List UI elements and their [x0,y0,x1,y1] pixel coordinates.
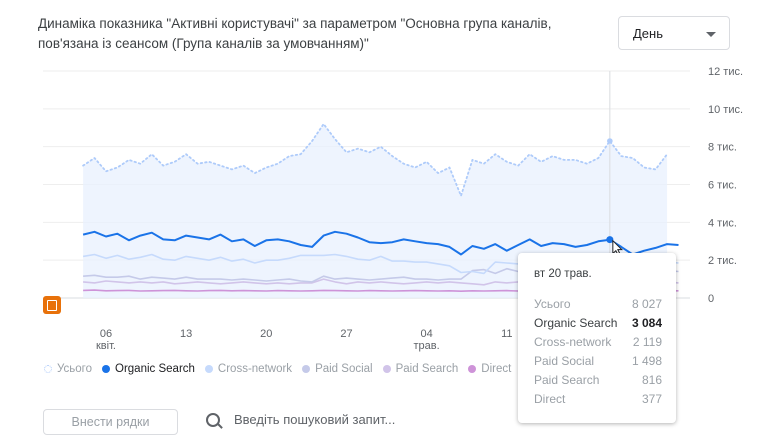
legend-item-cross[interactable]: Cross-network [204,362,293,376]
legend-item-paid-search[interactable]: Paid Search [382,362,459,376]
tooltip-row: Paid Search 816 [534,373,662,389]
legend-dot [468,365,477,373]
legend-dot [302,365,311,373]
y-tick-label: 12 тис. [708,66,743,78]
chart-title: Динаміка показника "Активні користувачі"… [38,16,552,51]
tooltip-series-name: Cross-network [534,335,612,349]
y-tick-label: 4 тис. [708,217,737,229]
x-tick-label: 06 [100,328,112,340]
tooltip-series-value: 1 498 [631,354,662,368]
legend-label: Усього [57,363,93,375]
legend-dot [204,365,213,373]
legend-item-organic[interactable]: Organic Search [102,362,195,376]
tooltip-series-value: 2 119 [632,335,662,349]
x-tick-label: 27 [340,328,352,340]
x-tick-label: 11 [501,328,512,340]
legend-dot [44,365,52,373]
tooltip-row: Cross-network 2 119 [534,335,662,351]
y-tick-label: 10 тис. [708,104,743,116]
series-line-organic [82,230,679,256]
legend-label: Paid Social [315,363,373,375]
x-tick-label: 04 [420,328,432,340]
y-tick-label: 8 тис. [708,142,737,154]
tooltip-row: Organic Search 3 084 [534,316,662,332]
x-tick-sublabel: квіт. [96,340,116,352]
x-tick-label: 13 [180,328,192,340]
legend-item-direct[interactable]: Direct [468,362,511,376]
legend-item-total[interactable]: Усього [44,362,92,376]
legend-label: Direct [481,363,512,375]
legend-item-paid-social[interactable]: Paid Social [302,362,373,376]
chart-legend: Усього Organic Search Cross-network Paid So… [44,362,521,376]
y-tick-label: 0 [708,293,714,305]
tooltip-series-name: Organic Search [534,316,618,330]
tooltip-series-value: 8 027 [631,297,662,311]
legend-dot [382,365,391,373]
tooltip-row: Paid Social 1 498 [534,354,662,370]
tooltip-series-name: Direct [534,392,566,406]
y-tick-label: 6 тис. [708,180,737,192]
legend-label: Organic Search [115,363,195,375]
tooltip-row: Усього 8 027 [534,297,662,313]
x-tick-label: 20 [260,328,272,340]
series-line-total [82,123,668,197]
hover-point-total [607,138,613,144]
tooltip-series-name: Paid Search [534,373,600,387]
chart-tooltip: вт 20 трав. Усього 8 027 Organic Search 3 0… [518,253,676,423]
chevron-down-icon [706,32,716,37]
tooltip-series-value: 3 084 [631,316,662,330]
tooltip-row: Direct 377 [534,392,662,408]
granularity-value: День [633,26,663,41]
search-icon [206,413,220,427]
tooltip-date: вт 20 трав. [534,268,592,280]
search-input[interactable]: Введіть пошуковий запит... [234,412,396,427]
legend-label: Paid Search [395,363,459,375]
add-rows-button[interactable]: Внести рядки [43,409,178,435]
x-tick-sublabel: трав. [414,340,440,352]
annotation-icon[interactable] [43,296,61,314]
tooltip-series-value: 816 [641,373,662,387]
legend-dot [102,365,111,373]
hover-point-organic [606,236,614,244]
tooltip-series-value: 377 [641,392,662,406]
legend-label: Cross-network [217,363,293,375]
tooltip-series-name: Paid Social [534,354,595,368]
y-tick-label: 2 тис. [708,255,737,267]
granularity-dropdown[interactable]: День [618,16,730,50]
tooltip-series-name: Усього [534,297,571,311]
